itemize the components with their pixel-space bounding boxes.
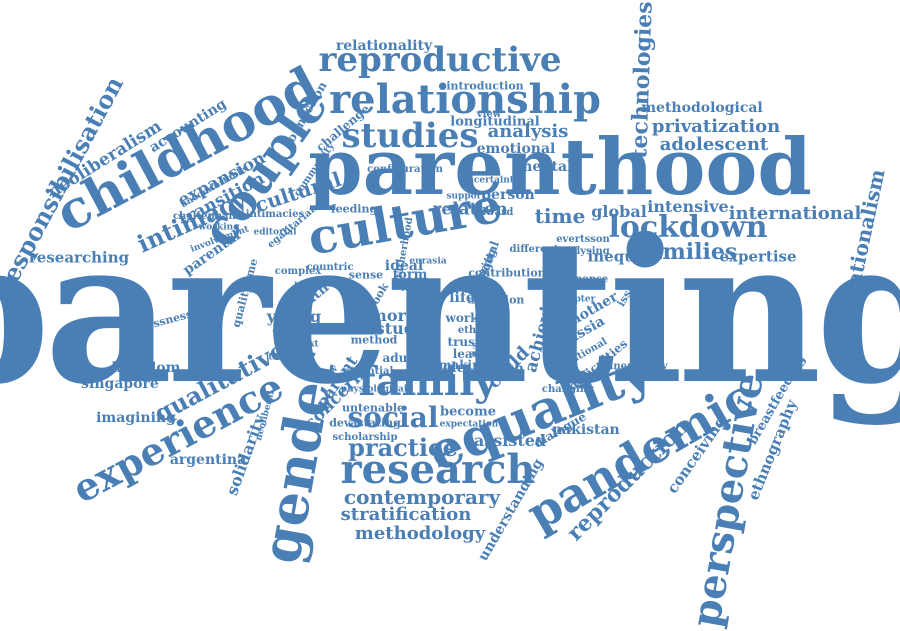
- word-untenable: untenable: [341, 401, 405, 415]
- word-eurasia: eurasia: [409, 256, 447, 267]
- word-working: working: [198, 222, 240, 233]
- word-way: way: [399, 280, 425, 294]
- word-sense: sense: [348, 268, 384, 282]
- word-response: response: [557, 274, 609, 285]
- word-adolescent: adolescent: [659, 134, 769, 155]
- word-potential: potential: [342, 366, 394, 377]
- word-mental: mental: [517, 159, 573, 175]
- word-edward: edward: [472, 207, 514, 218]
- word-border: border: [294, 281, 328, 292]
- word-intimacies: intimacies: [245, 209, 305, 220]
- word-inequity: inequity: [587, 247, 657, 266]
- word-attention: attention: [467, 293, 525, 307]
- word-relationality: relationality: [335, 38, 433, 54]
- word-analysing: analysing: [556, 246, 610, 257]
- word-research: research: [340, 446, 536, 493]
- word-trust: trust: [447, 335, 481, 349]
- word-imagining: imagining: [96, 410, 176, 426]
- word-expectation: expectation: [439, 419, 499, 430]
- word-contemporary: contemporary: [343, 485, 501, 509]
- word-methodology: methodology: [354, 523, 486, 544]
- word-ideal: ideal: [384, 258, 424, 274]
- word-special: special: [472, 341, 508, 352]
- word-social: social: [347, 401, 439, 434]
- word-pakistan: pakistan: [552, 422, 620, 438]
- word-scholarship: scholarship: [332, 432, 398, 443]
- word-view: view: [476, 109, 502, 120]
- word-parenthood: parenthood: [308, 122, 812, 213]
- word-lockdown: lockdown: [608, 210, 768, 245]
- word-work: work: [445, 311, 479, 325]
- word-devastating: devastating: [329, 416, 401, 430]
- word-leave: leave: [452, 347, 488, 361]
- word-support: support: [446, 191, 486, 202]
- word-vulnerability: vulnerability: [596, 361, 668, 372]
- word-methodological: methodological: [641, 100, 763, 116]
- word-analysis: analysis: [487, 121, 569, 142]
- word-care: care: [459, 278, 487, 292]
- word-thinking: thinking: [268, 352, 312, 363]
- word-adult: adult: [382, 351, 418, 365]
- word-parenting: parenting: [0, 195, 900, 428]
- word-international: international: [728, 203, 862, 224]
- word-practice: practice: [348, 433, 458, 462]
- word-expertise: expertise: [719, 247, 797, 266]
- word-privatization: privatization: [651, 116, 781, 137]
- word-emotional: emotional: [476, 141, 556, 157]
- word-chapter: chapter: [556, 294, 596, 305]
- word-kingdom: kingdom: [111, 360, 181, 376]
- word-account: account: [468, 349, 510, 360]
- word-uncertainty: uncertainty: [460, 175, 520, 186]
- word-person: person: [481, 187, 535, 203]
- word-health: health: [473, 361, 525, 377]
- word-physiological: physiological: [340, 384, 408, 395]
- word-argentina: argentina: [169, 452, 247, 468]
- word-introduction: introduction: [446, 79, 524, 93]
- word-time: time: [534, 204, 586, 228]
- word-researching: researching: [28, 248, 130, 267]
- word-families: families: [638, 239, 738, 265]
- word-more: more: [369, 306, 417, 325]
- word-countric: countric: [306, 262, 354, 273]
- word-feeding: feeding: [330, 202, 378, 216]
- word-global: global: [591, 202, 647, 221]
- word-longitudinal: longitudinal: [450, 114, 540, 130]
- word-article: article: [414, 360, 466, 376]
- word-ethic: ethic: [457, 325, 487, 336]
- word-changing: changing: [541, 384, 595, 395]
- word-relationship: relationship: [329, 76, 601, 123]
- word-different: different: [509, 244, 559, 255]
- word-life: life: [449, 290, 475, 306]
- word-editorial: editorial: [253, 227, 297, 238]
- word-complex: complex: [274, 266, 322, 277]
- word-study: study: [375, 319, 425, 338]
- word-form: form: [392, 267, 428, 283]
- word-context: context: [281, 339, 319, 350]
- word-configuration: configuration: [367, 164, 443, 175]
- word-family: family: [358, 358, 498, 405]
- word-relation: relation: [432, 199, 508, 220]
- word-become: become: [440, 404, 496, 420]
- word-stratification: stratification: [340, 504, 472, 525]
- word-contribution: contribution: [468, 266, 546, 280]
- word-assisted: assisted: [473, 431, 547, 450]
- word-cheltenham: cheltenham: [172, 211, 240, 222]
- word-singapore: singapore: [81, 376, 159, 392]
- word-young: young: [266, 307, 322, 326]
- word-evertsson: evertsson: [556, 234, 610, 245]
- word-intensive: intensive: [647, 197, 729, 216]
- word-explore: explore: [272, 326, 310, 337]
- word-reproductive: reproductive: [318, 40, 562, 80]
- word-making: making: [438, 358, 490, 372]
- word-studies: studies: [341, 116, 479, 156]
- word-method: method: [350, 333, 398, 347]
